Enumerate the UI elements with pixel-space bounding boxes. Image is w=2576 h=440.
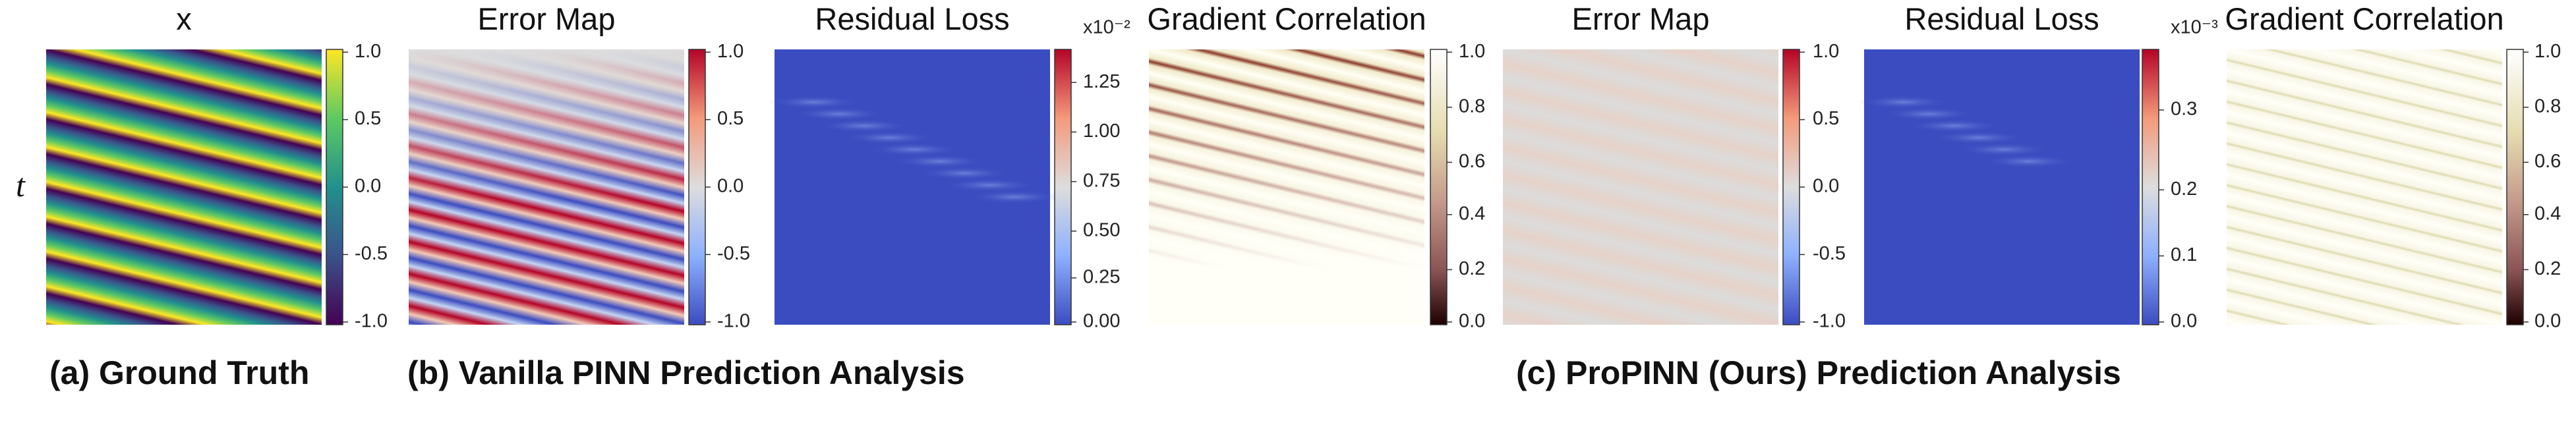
colorbar-tick-label: 0.0 (717, 176, 744, 197)
ripple (968, 190, 1061, 204)
colorbar (1054, 49, 1072, 325)
colorbar-tick-label: 0.5 (1813, 108, 1839, 129)
panel: Gradient Correlation 1.0 0.8 0.6 0.4 0.2 0.0 (2225, 1, 2561, 331)
colorbar-tick-label: 0.0 (355, 176, 381, 197)
colorbar-tick-label: 1.00 (1083, 121, 1120, 142)
colorbar (688, 49, 706, 325)
ripple (893, 155, 985, 168)
colorbar-tick-label: 0.25 (1083, 267, 1120, 288)
caption: (a) Ground Truth (49, 354, 309, 391)
panel-title: Error Map (478, 1, 616, 36)
panel: Error Map 1.0 0.5 0.0 -0.5 -1.0 (409, 1, 750, 331)
colorbar-tick-label: 0.6 (1459, 151, 1485, 172)
ripple (943, 179, 1036, 192)
colorbar-tick-label: 1.0 (1813, 41, 1839, 62)
colorbar (1782, 49, 1800, 325)
ripple (868, 143, 960, 156)
colorbar-tick-label: 0.4 (1459, 203, 1485, 224)
panel-title: Residual Loss (1904, 1, 2099, 36)
panel: Residual Loss 1.25 1.00 0.75 0.50 0.25 0.00 x10… (768, 1, 1130, 331)
colorbar (1430, 49, 1448, 325)
fade (409, 49, 684, 325)
colorbar-tick-label: 0.00 (1083, 310, 1120, 331)
colorbar-tick-label: 1.0 (1459, 41, 1485, 62)
colorbar-tick-label: -1.0 (355, 310, 388, 331)
ripple (1983, 155, 2075, 168)
panel-title: Gradient Correlation (1147, 1, 1426, 36)
colorbar-tick-label: 1.0 (2534, 41, 2561, 62)
heatmap (1503, 49, 1778, 325)
colorbar-tick-label: -1.0 (1813, 310, 1846, 331)
ripple (1908, 119, 2000, 132)
colorbar-tick-label: 0.5 (355, 108, 381, 129)
colorbar-tick-label: 0.2 (1459, 258, 1485, 279)
colorbar-tick-label: 0.3 (2171, 99, 2197, 120)
panel-title: x (176, 1, 192, 36)
heatmap (2227, 49, 2502, 325)
panel-title: Gradient Correlation (2225, 1, 2503, 36)
colorbar-tick-label: 0.2 (2171, 179, 2197, 200)
colorbar-tick-label: 0.50 (1083, 220, 1120, 241)
colorbar-tick-label: 1.25 (1083, 71, 1120, 92)
colorbar (2142, 49, 2159, 325)
colorbar-tick-label: 1.0 (355, 41, 381, 62)
colorbar-tick-label: 0.6 (2534, 151, 2561, 172)
panel: x 1.0 0.5 0.0 -0.5 -1.0 (46, 1, 388, 331)
panel: Residual Loss 0.3 0.2 0.1 0.0 x10⁻³ (1858, 1, 2218, 331)
colorbar-scale: x10⁻³ (2171, 17, 2218, 38)
ripple (1858, 96, 1950, 109)
ripple (843, 131, 935, 144)
colorbar-tick-label: 0.1 (2171, 244, 2197, 265)
colorbar-tick-label: -0.5 (355, 243, 388, 264)
colorbar-tick-label: 0.0 (1813, 176, 1839, 197)
colorbar-tick-label: 0.0 (2534, 310, 2561, 331)
panel-title: Error Map (1572, 1, 1710, 36)
ripple (768, 96, 860, 109)
ripple (793, 107, 885, 121)
panel: Gradient Correlation 1.0 0.8 0.6 0.4 0.2 0.0 (1147, 1, 1485, 331)
colorbar-tick-label: 0.4 (2534, 203, 2561, 224)
colorbar-tick-label: 0.5 (717, 108, 744, 129)
ripple (1933, 131, 2025, 144)
colorbar-tick-label: -0.5 (717, 243, 750, 264)
colorbar (2506, 49, 2524, 325)
colorbar (326, 49, 343, 325)
ripple (918, 167, 1010, 180)
heatmap (46, 49, 322, 325)
ripple (818, 119, 910, 132)
panel: Error Map 1.0 0.5 0.0 -0.5 -1.0 (1503, 1, 1846, 331)
colorbar-tick-label: 0.8 (2534, 96, 2561, 117)
colorbar-tick-label: 0.8 (1459, 96, 1485, 117)
colorbar-tick-label: -1.0 (717, 310, 750, 331)
fade (1149, 49, 1424, 325)
ripple (1958, 143, 2050, 156)
colorbar-tick-label: 1.0 (717, 41, 744, 62)
colorbar-tick-label: -0.5 (1813, 243, 1846, 264)
colorbar-tick-label: 0.2 (2534, 258, 2561, 279)
ripple (1883, 107, 1975, 121)
colorbar-tick-label: 0.75 (1083, 170, 1120, 191)
colorbar-tick-label: 0.0 (1459, 310, 1485, 331)
heatmap (1864, 49, 2140, 325)
colorbar-tick-label: 0.0 (2171, 310, 2197, 331)
colorbar-scale: x10⁻² (1083, 17, 1130, 38)
panel-title: Residual Loss (815, 1, 1009, 36)
axis-label-t: t (16, 167, 26, 204)
caption: (b) Vanilla PINN Prediction Analysis (407, 354, 965, 391)
caption: (c) ProPINN (Ours) Prediction Analysis (1516, 354, 2121, 391)
